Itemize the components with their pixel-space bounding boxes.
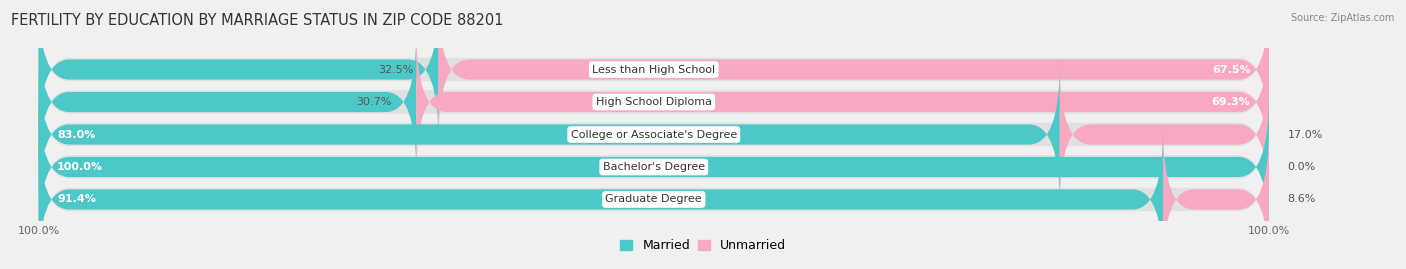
FancyBboxPatch shape xyxy=(39,97,1268,236)
Text: Bachelor's Degree: Bachelor's Degree xyxy=(603,162,704,172)
Text: 30.7%: 30.7% xyxy=(356,97,392,107)
Text: College or Associate's Degree: College or Associate's Degree xyxy=(571,129,737,140)
Text: Less than High School: Less than High School xyxy=(592,65,716,75)
Text: 91.4%: 91.4% xyxy=(58,194,96,204)
Text: 17.0%: 17.0% xyxy=(1288,129,1323,140)
Text: 32.5%: 32.5% xyxy=(378,65,413,75)
Text: 69.3%: 69.3% xyxy=(1212,97,1250,107)
Text: 0.0%: 0.0% xyxy=(1288,162,1316,172)
FancyBboxPatch shape xyxy=(39,0,439,141)
Text: 83.0%: 83.0% xyxy=(58,129,96,140)
FancyBboxPatch shape xyxy=(39,0,1268,139)
FancyBboxPatch shape xyxy=(416,31,1268,173)
FancyBboxPatch shape xyxy=(39,96,1268,238)
FancyBboxPatch shape xyxy=(39,130,1268,269)
Text: 67.5%: 67.5% xyxy=(1212,65,1250,75)
Text: High School Diploma: High School Diploma xyxy=(596,97,711,107)
Text: 100.0%: 100.0% xyxy=(58,162,103,172)
Text: Source: ZipAtlas.com: Source: ZipAtlas.com xyxy=(1291,13,1395,23)
FancyBboxPatch shape xyxy=(39,128,1163,269)
FancyBboxPatch shape xyxy=(1163,128,1268,269)
FancyBboxPatch shape xyxy=(439,0,1268,141)
Text: 8.6%: 8.6% xyxy=(1288,194,1316,204)
FancyBboxPatch shape xyxy=(1060,63,1268,206)
Text: Graduate Degree: Graduate Degree xyxy=(606,194,702,204)
Text: FERTILITY BY EDUCATION BY MARRIAGE STATUS IN ZIP CODE 88201: FERTILITY BY EDUCATION BY MARRIAGE STATU… xyxy=(11,13,503,29)
FancyBboxPatch shape xyxy=(39,65,1268,204)
FancyBboxPatch shape xyxy=(39,33,1268,172)
FancyBboxPatch shape xyxy=(39,31,416,173)
FancyBboxPatch shape xyxy=(39,63,1060,206)
Legend: Married, Unmarried: Married, Unmarried xyxy=(614,234,792,257)
